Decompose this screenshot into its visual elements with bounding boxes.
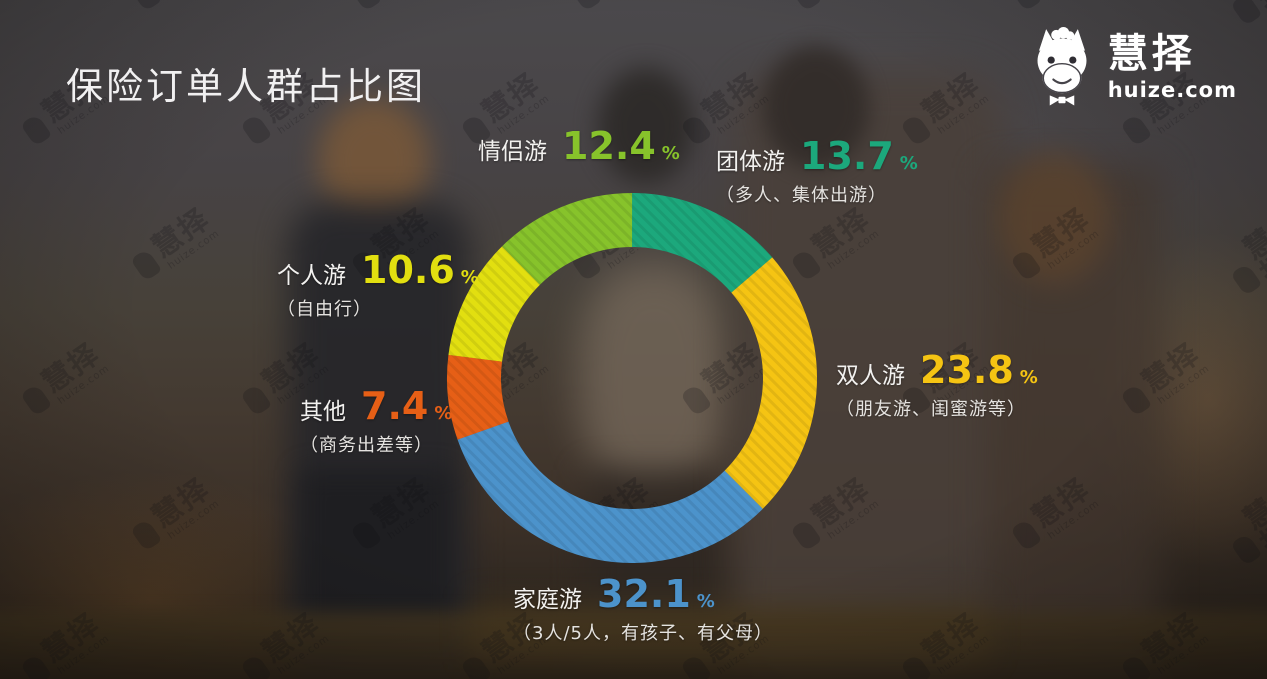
segment-value: 10.6 bbox=[361, 248, 455, 292]
segment-label-solo-travel: 个人游 10.6 % （自由行） bbox=[277, 248, 479, 321]
segment-note: （朋友游、闺蜜游等） bbox=[836, 399, 1026, 420]
percent-sign: % bbox=[696, 591, 715, 612]
person-silhouette bbox=[763, 46, 869, 168]
brand-name: 慧择 bbox=[1107, 31, 1196, 77]
segment-value: 13.7 bbox=[800, 134, 894, 178]
segment-value: 23.8 bbox=[920, 348, 1014, 392]
segment-name: 其他 bbox=[300, 399, 346, 425]
person-silhouette bbox=[578, 262, 730, 494]
brand-logo: 慧择 huize.com bbox=[1026, 26, 1237, 110]
segment-note: （3人/5人，有孩子、有父母） bbox=[513, 623, 773, 644]
person-silhouette bbox=[598, 68, 694, 184]
segment-note: （自由行） bbox=[277, 299, 372, 320]
horse-mascot-icon bbox=[1037, 26, 1087, 106]
segment-label-couple-travel: 情侣游 12.4 % bbox=[478, 124, 680, 171]
segment-name: 家庭游 bbox=[513, 587, 582, 613]
person-silhouette bbox=[318, 98, 430, 222]
grass-field bbox=[470, 598, 990, 660]
segment-label-other: 其他 7.4 % （商务出差等） bbox=[300, 384, 452, 457]
person-silhouette bbox=[998, 152, 1110, 284]
donut-hatch-texture bbox=[447, 193, 817, 563]
percent-sign: % bbox=[1019, 367, 1038, 388]
segment-name: 个人游 bbox=[277, 263, 346, 289]
segment-note: （多人、集体出游） bbox=[716, 185, 887, 206]
page-title: 保险订单人群占比图 bbox=[66, 65, 426, 108]
segment-label-family-travel: 家庭游 32.1 % （3人/5人，有孩子、有父母） bbox=[513, 572, 773, 645]
segment-label-two-person-travel: 双人游 23.8 % （朋友游、闺蜜游等） bbox=[836, 348, 1038, 421]
segment-name: 双人游 bbox=[836, 363, 905, 389]
segment-value: 32.1 bbox=[597, 572, 691, 616]
segment-value: 7.4 bbox=[361, 384, 429, 428]
segment-label-group-travel: 团体游 13.7 % （多人、集体出游） bbox=[716, 134, 918, 207]
percent-sign: % bbox=[434, 403, 453, 424]
brand-domain: huize.com bbox=[1107, 78, 1237, 102]
percent-sign: % bbox=[661, 143, 680, 164]
percent-sign: % bbox=[460, 267, 479, 288]
segment-name: 团体游 bbox=[716, 149, 785, 175]
donut-chart bbox=[447, 192, 817, 563]
segment-value: 12.4 bbox=[562, 124, 656, 168]
percent-sign: % bbox=[899, 153, 918, 174]
segment-note: （商务出差等） bbox=[300, 435, 433, 456]
segment-name: 情侣游 bbox=[478, 139, 547, 165]
